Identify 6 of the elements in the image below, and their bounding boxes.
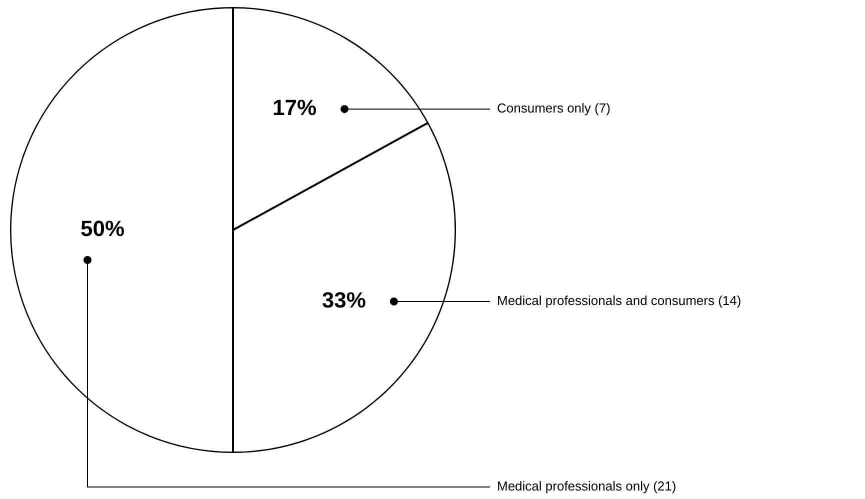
slice-label: Consumers only (7) bbox=[497, 100, 610, 116]
data-label: 50% bbox=[80, 216, 125, 242]
slice-label: Medical professionals only (21) bbox=[497, 478, 676, 494]
data-label: 33% bbox=[322, 288, 366, 313]
slice-label: Medical professionals and consumers (14) bbox=[497, 293, 742, 308]
data-label: 17% bbox=[272, 95, 317, 120]
